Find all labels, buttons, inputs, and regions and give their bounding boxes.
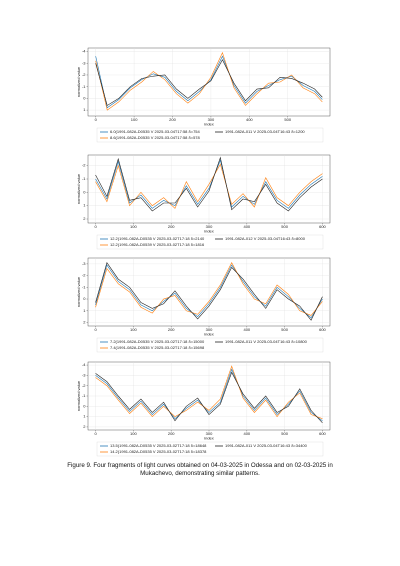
series-line [95, 59, 323, 106]
x-tick-label: 400 [246, 117, 253, 122]
x-axis-label: index [204, 436, 214, 441]
x-tick-label: 100 [130, 327, 137, 332]
series-line [95, 159, 323, 209]
legend-frame [96, 337, 324, 353]
x-axis-label: index [204, 122, 214, 127]
y-tick-label: -2 [82, 383, 86, 388]
y-axis-label: normalized value [76, 380, 81, 411]
y-tick-label: 1 [83, 203, 86, 208]
x-tick-label: 0 [94, 327, 97, 332]
x-tick-label: 500 [281, 431, 288, 436]
series-line [95, 163, 323, 209]
x-tick-label: 200 [168, 224, 175, 229]
x-tick-label: 300 [206, 431, 213, 436]
y-tick-label: -4 [82, 362, 86, 367]
legend-label: 6.0(1991-082A-D0535 V 2025-03-04T17:58 δ… [110, 129, 201, 134]
x-tick-label: 0 [94, 224, 97, 229]
x-tick-label: 100 [130, 224, 137, 229]
series-line [95, 262, 323, 316]
y-tick-label: 2 [83, 216, 86, 221]
y-axis-label: normalized value [76, 173, 81, 204]
legend-label: 8.6(1991-082A-D0535 V 2025-03-04T17:58 δ… [110, 135, 201, 140]
legend-label: 13.5(1991-082A-D0535 V 2025-03-02T17:18 … [110, 443, 207, 448]
x-tick-label: 300 [208, 117, 215, 122]
y-tick-label: -1 [82, 176, 86, 181]
x-tick-label: 600 [319, 327, 326, 332]
legend-label: 14.2(1991-082A-D0535 V 2025-03-02T17:18 … [110, 449, 207, 454]
y-tick-label: 0 [83, 189, 86, 194]
y-tick-label: 1 [83, 308, 86, 313]
x-tick-label: 0 [94, 431, 97, 436]
x-tick-label: 500 [281, 327, 288, 332]
legend-frame [96, 441, 324, 457]
series-line [95, 365, 323, 419]
legend-frame [96, 127, 324, 143]
series-line [95, 368, 323, 421]
series-line [95, 264, 323, 319]
y-tick-label: 1 [83, 107, 86, 112]
x-tick-label: 400 [243, 327, 250, 332]
series-line [95, 51, 323, 111]
legend-frame [96, 234, 324, 250]
y-tick-label: -3 [82, 261, 86, 266]
y-tick-label: -2 [82, 163, 86, 168]
y-tick-label: 2 [83, 320, 86, 325]
y-tick-label: -1 [82, 284, 86, 289]
y-tick-label: -4 [82, 49, 86, 54]
y-tick-label: 0 [83, 403, 86, 408]
legend-label: 1991-082A-011 V 2025-03-04T16:43 δ=34400 [225, 443, 308, 448]
y-tick-label: 0 [83, 95, 86, 100]
y-tick-label: 0 [83, 296, 86, 301]
y-tick-label: -1 [82, 84, 86, 89]
x-tick-label: 200 [168, 327, 175, 332]
legend-label: 1991-082A-012 V 2025-03-04T16:43 δ=8000 [225, 236, 306, 241]
y-tick-label: -3 [82, 60, 86, 65]
legend-label: 1991-082A-011 V 2025-03-04T16:43 δ=10800 [225, 339, 308, 344]
x-tick-label: 500 [284, 117, 291, 122]
legend-label: 12.2(1991-082A-D0535 V 2025-03-02T17:18 … [110, 236, 205, 241]
x-tick-label: 400 [243, 224, 250, 229]
legend-label: 12.2(1991-082A-D0539 V 2025-03-02T17:18 … [110, 242, 205, 247]
y-axis-label: normalized value [76, 66, 81, 97]
series-line [95, 156, 323, 212]
x-tick-label: 300 [206, 224, 213, 229]
y-tick-label: 2 [83, 424, 86, 429]
figure: 0 100 200 300 400 500-4-3-2-101indexnormalize… [76, 47, 331, 457]
y-tick-label: -2 [82, 72, 86, 77]
y-tick-label: -2 [82, 273, 86, 278]
x-tick-label: 100 [130, 431, 137, 436]
y-axis-label: normalized value [76, 276, 81, 307]
x-tick-label: 200 [168, 431, 175, 436]
x-axis-label: index [204, 229, 214, 234]
x-tick-label: 300 [206, 327, 213, 332]
legend-label: 7.2(1991-082A-D0535 V 2025-03-02T17:18 δ… [110, 339, 205, 344]
legend-label: 7.4(1991-082A-D0535 V 2025-03-02T17:18 δ… [110, 345, 205, 350]
legend-label: 1991-082A-011 V 2025-03-04T16:43 δ=1200 [225, 129, 305, 134]
x-tick-label: 600 [319, 224, 326, 229]
y-tick-label: -1 [82, 393, 86, 398]
x-axis-label: index [204, 332, 214, 337]
series-line [95, 371, 323, 423]
caption: Figure 9. Four fragments of light curves… [67, 462, 333, 477]
y-tick-label: 1 [83, 414, 86, 419]
x-tick-label: 500 [281, 224, 288, 229]
y-tick-label: -3 [82, 372, 86, 377]
x-tick-label: 400 [243, 431, 250, 436]
series-line [95, 261, 323, 321]
x-tick-label: 200 [169, 117, 176, 122]
x-tick-label: 600 [319, 431, 326, 436]
x-tick-label: 0 [95, 117, 98, 122]
x-tick-label: 100 [131, 117, 138, 122]
